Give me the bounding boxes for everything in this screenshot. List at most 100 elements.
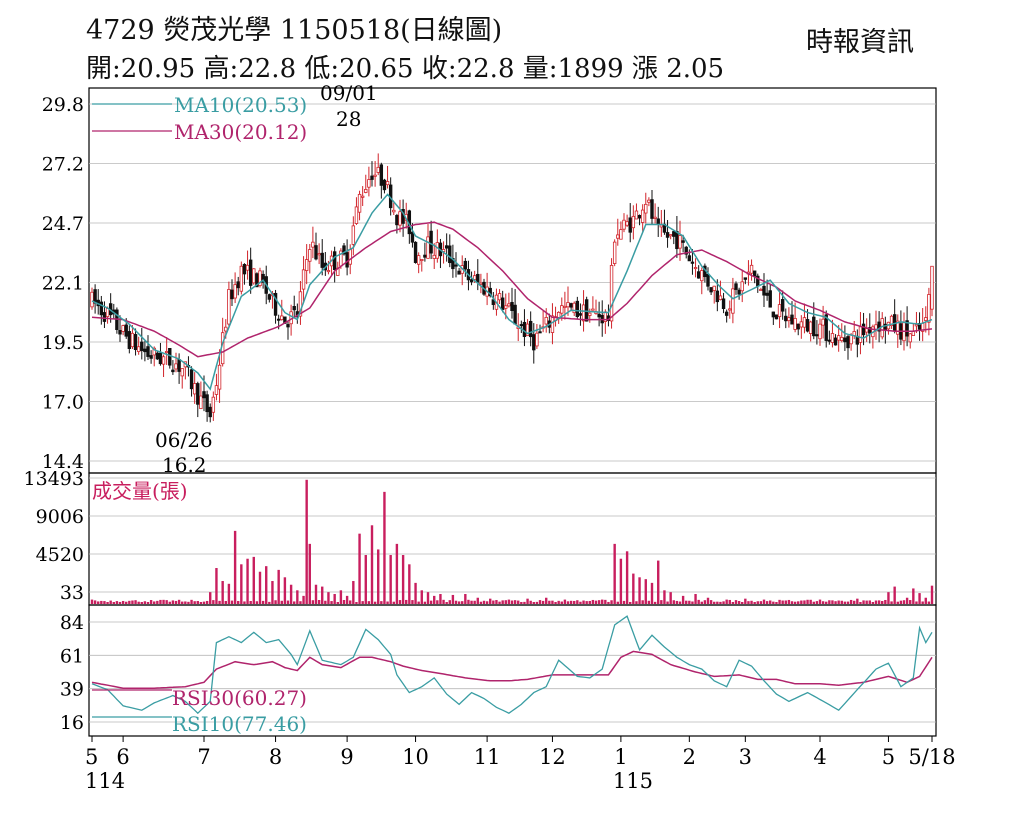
- volume-bars: [90, 479, 934, 604]
- candle-body: [140, 341, 144, 352]
- candle-body: [768, 290, 772, 308]
- legend-ma30-label: MA30(20.12): [174, 120, 307, 144]
- candle-body: [161, 356, 166, 365]
- candle-body: [379, 164, 384, 186]
- volume-bar: [520, 602, 523, 604]
- volume-bar: [274, 600, 277, 604]
- candle-body: [522, 321, 527, 337]
- volume-bar: [831, 600, 834, 604]
- candle-body: [202, 391, 206, 399]
- rsi30-line: [91, 650, 933, 689]
- candle-body: [286, 324, 290, 328]
- volume-bar: [336, 602, 339, 604]
- volume-bar: [405, 599, 408, 604]
- rsi10-line: [91, 615, 933, 715]
- volume-bar: [843, 601, 847, 604]
- candle-body: [578, 313, 583, 316]
- volume-bar: [610, 600, 613, 604]
- volume-bar: [411, 600, 414, 604]
- candle-body: [476, 273, 480, 283]
- volume-bar: [613, 543, 616, 604]
- month-label: 5/18: [908, 745, 955, 769]
- volume-bar: [280, 600, 283, 604]
- volume-bar: [638, 577, 641, 604]
- candle-body: [777, 304, 782, 318]
- volume-bar: [467, 599, 470, 604]
- candle-body: [199, 395, 203, 409]
- volume-bar: [868, 600, 871, 604]
- volume-bar: [632, 573, 635, 604]
- volume-bar: [221, 581, 224, 604]
- price-tick-label: 17.0: [42, 392, 84, 414]
- volume-bar: [510, 600, 514, 604]
- candle-body: [532, 334, 536, 351]
- candle-body: [812, 316, 816, 337]
- volume-bar: [728, 599, 731, 604]
- candle-body: [737, 289, 741, 295]
- volume-bar: [647, 600, 651, 604]
- volume-bar: [476, 597, 479, 604]
- volume-title: 成交量(張): [92, 479, 188, 503]
- month-label: 2: [683, 745, 696, 769]
- candle-body: [105, 308, 110, 317]
- candle-body: [675, 231, 679, 250]
- candle-body: [640, 209, 645, 223]
- candle-body: [684, 246, 688, 255]
- volume-bar: [131, 600, 134, 604]
- volume-bar: [899, 600, 903, 604]
- volume-bar: [383, 491, 386, 604]
- volume-bar: [143, 601, 147, 604]
- volume-bar: [622, 600, 626, 604]
- chart-title: 4729 熒茂光學 1150518(日線圖): [86, 15, 503, 46]
- candle-body: [581, 304, 586, 322]
- candle-body: [634, 210, 639, 220]
- candle-body: [298, 291, 303, 317]
- candle-body: [591, 308, 595, 311]
- candle-body: [830, 333, 835, 343]
- candle-body: [136, 346, 141, 352]
- volume-bar: [115, 601, 119, 604]
- rsi-panel-frame: [88, 604, 937, 737]
- candle-body: [189, 369, 194, 390]
- volume-bar: [433, 595, 436, 604]
- volume-bar: [688, 600, 691, 604]
- volume-bar: [199, 602, 203, 604]
- volume-bar: [230, 600, 234, 604]
- volume-bar: [90, 599, 94, 604]
- year-label: 114: [85, 769, 125, 793]
- volume-bar: [464, 594, 467, 604]
- volume-bar: [803, 600, 806, 604]
- volume-bar: [576, 600, 579, 604]
- volume-bar: [448, 600, 451, 604]
- volume-bar: [650, 582, 654, 604]
- volume-bar: [541, 600, 545, 604]
- candle-body: [174, 363, 178, 370]
- price-tick-label: 14.4: [42, 451, 84, 473]
- candle-body: [236, 281, 240, 289]
- volume-bar: [504, 600, 507, 604]
- volume-bar: [330, 601, 333, 604]
- volume-bar: [429, 600, 433, 604]
- candle-body: [507, 303, 511, 307]
- candle-body: [690, 261, 695, 264]
- volume-tick-label: 33: [60, 582, 84, 604]
- candle-body: [510, 301, 514, 312]
- month-label: 4: [813, 745, 826, 769]
- rsi-tick-label: 61: [60, 645, 84, 667]
- volume-bar: [439, 594, 442, 604]
- volume-bar: [420, 590, 423, 604]
- candle-body: [513, 304, 517, 325]
- volume-bar: [731, 602, 735, 604]
- candle-body: [454, 264, 458, 267]
- quote-summary: 開:20.95 高:22.8 低:20.65 收:22.8 量:1899 漲 2…: [86, 54, 725, 84]
- volume-bar: [905, 597, 909, 604]
- candle-body: [164, 351, 169, 354]
- candle-body: [550, 315, 555, 333]
- candle-body: [519, 324, 524, 327]
- volume-bar: [681, 595, 685, 604]
- candle-body: [914, 324, 919, 327]
- price-panel-frame: [88, 87, 937, 474]
- candle-body: [180, 368, 184, 377]
- volume-bar: [249, 600, 252, 604]
- volume-bar: [190, 599, 193, 604]
